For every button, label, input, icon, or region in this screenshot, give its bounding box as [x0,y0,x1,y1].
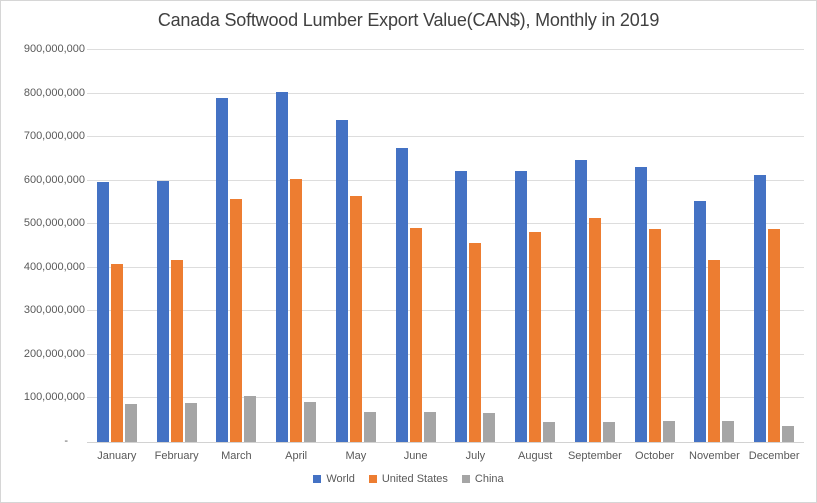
bar-china-may [363,412,376,442]
bar-group-august [505,50,565,442]
y-tick-label: 500,000,000 [23,217,85,230]
bar-world-december [754,175,767,442]
bar-world-june [395,148,408,442]
bar-group-september [565,50,625,442]
legend-label-china: China [474,473,504,485]
bar-united-states-june [409,228,422,442]
gridline [87,49,804,50]
bar-china-september [602,422,615,442]
x-axis-label-march: March [221,450,252,462]
bar-group-march [207,50,267,442]
bar-china-august [543,422,556,442]
bar-china-march [244,396,257,442]
bar-china-november [722,421,735,442]
legend-item-world: World [313,473,355,485]
bar-group-february [147,50,207,442]
x-axis-label-december: December [748,450,800,462]
x-axis-label-april: April [285,450,308,462]
bar-china-december [782,426,795,442]
y-tick-label: 700,000,000 [23,130,85,143]
legend: World United States China [1,473,816,485]
legend-label-world: World [326,473,355,485]
y-tick-label: 800,000,000 [23,86,85,99]
legend-item-united-states: United States [368,473,448,485]
bar-china-january [124,404,137,442]
x-axis-label-may: May [345,450,367,462]
bar-world-may [335,120,348,442]
gridline [87,92,804,94]
bar-world-october [634,167,647,442]
bar-china-october [662,421,675,442]
bar-united-states-august [529,232,542,442]
bar-united-states-september [588,218,601,442]
bar-united-states-january [110,264,123,442]
bar-united-states-december [768,229,781,442]
bar-united-states-april [290,179,303,442]
x-axis-label-july: July [465,450,486,462]
bar-china-june [423,412,436,442]
bar-china-july [483,413,496,442]
gridline [87,353,804,355]
bar-group-january [87,50,147,442]
bar-world-march [216,98,229,442]
bar-world-april [276,92,289,442]
bar-group-april [266,50,326,442]
y-tick-label: 300,000,000 [23,304,85,317]
y-tick-label: 900,000,000 [23,43,85,55]
bar-united-states-march [230,199,243,442]
bar-group-june [386,50,446,442]
bar-group-october [625,50,685,442]
x-axis-label-august: August [518,450,553,462]
x-axis-label-september: September [567,450,622,462]
gridline [87,223,804,225]
x-axis-label-june: June [403,450,428,462]
gridline [87,397,804,399]
bar-world-november [694,201,707,442]
bar-united-states-february [170,260,183,442]
x-axis-label-february: February [154,450,199,462]
bar-group-may [326,50,386,442]
bar-world-february [156,181,169,442]
bar-world-august [515,171,528,442]
gridline [87,179,804,181]
bar-united-states-may [349,196,362,442]
bar-china-april [304,402,317,442]
y-tick-label: 200,000,000 [23,347,85,360]
chart-title: Canada Softwood Lumber Export Value(CAN$… [157,10,660,30]
legend-item-china: China [461,473,504,485]
bar-world-july [455,171,468,442]
bar-united-states-july [469,243,482,442]
x-axis-label-november: November [689,450,740,462]
plot-area [87,49,804,443]
legend-marker-china [461,475,470,483]
legend-marker-world [313,475,322,483]
y-axis-labels: - 100,000,000 200,000,000 300,000,000 400,00… [1,43,85,447]
x-axis-labels: January February March April May June July Augu… [87,450,804,462]
bar-group-november [685,50,745,442]
y-tick-label: 100,000,000 [23,391,85,404]
bar-world-september [574,160,587,442]
x-axis-label-january: January [97,450,137,462]
bar-group-july [446,50,506,442]
bar-united-states-october [648,229,661,442]
legend-label-united-states: United States [381,473,448,485]
bar-world-january [96,182,109,442]
gridline [87,266,804,268]
x-axis-label-october: October [635,450,675,462]
gridline [87,136,804,138]
gridline [87,310,804,312]
y-tick-label: 600,000,000 [23,173,85,186]
legend-marker-united-states [368,475,377,483]
y-tick-label: 400,000,000 [23,260,85,273]
bar-group-december [744,50,804,442]
bar-china-february [184,403,197,442]
y-tick-label: - [64,435,68,447]
bar-united-states-november [708,260,721,442]
